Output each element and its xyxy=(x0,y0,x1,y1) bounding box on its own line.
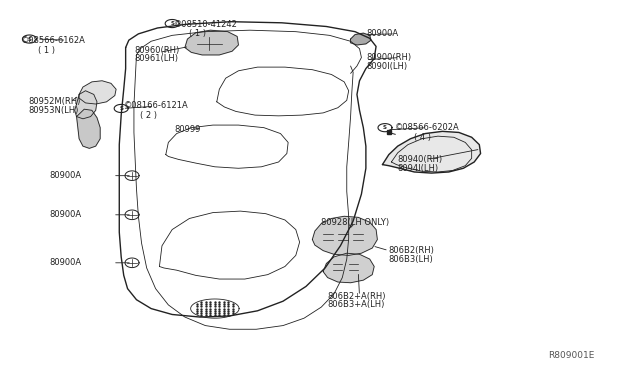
Text: S: S xyxy=(28,36,31,42)
Text: ( 4 ): ( 4 ) xyxy=(414,133,431,142)
Text: S: S xyxy=(170,21,174,26)
Text: ©08166-6121A: ©08166-6121A xyxy=(124,101,189,110)
Text: 8094I(LH): 8094I(LH) xyxy=(397,164,439,173)
Text: 80900A: 80900A xyxy=(49,210,81,219)
Text: ©08566-6162A: ©08566-6162A xyxy=(20,36,85,45)
Text: S: S xyxy=(119,106,123,111)
Text: 80999: 80999 xyxy=(175,125,201,134)
Text: 806B3(LH): 806B3(LH) xyxy=(389,254,433,264)
Text: ( 1 ): ( 1 ) xyxy=(38,46,55,55)
Text: 806B2(RH): 806B2(RH) xyxy=(389,246,435,255)
Text: 8090I(LH): 8090I(LH) xyxy=(366,61,407,71)
Text: 80900A: 80900A xyxy=(49,258,81,267)
Text: 80940(RH): 80940(RH) xyxy=(397,155,443,164)
Text: 80928(LH ONLY): 80928(LH ONLY) xyxy=(321,218,389,227)
Polygon shape xyxy=(77,109,100,148)
Text: 80900A: 80900A xyxy=(366,29,398,38)
Polygon shape xyxy=(79,81,116,104)
Polygon shape xyxy=(351,33,371,45)
Text: 80900(RH): 80900(RH) xyxy=(366,53,411,62)
Text: 806B2+A(RH): 806B2+A(RH) xyxy=(328,292,386,301)
Polygon shape xyxy=(75,91,97,119)
Text: R809001E: R809001E xyxy=(548,350,595,360)
Text: 80953N(LH): 80953N(LH) xyxy=(28,106,79,115)
Polygon shape xyxy=(312,216,378,256)
Text: 806B3+A(LH): 806B3+A(LH) xyxy=(328,300,385,310)
Text: ( 2 ): ( 2 ) xyxy=(140,110,157,120)
Text: ©08566-6202A: ©08566-6202A xyxy=(395,123,460,132)
Polygon shape xyxy=(383,131,481,173)
Text: 80961(LH): 80961(LH) xyxy=(134,54,178,63)
Text: ( 1 ): ( 1 ) xyxy=(189,29,206,38)
Text: 80952M(RH): 80952M(RH) xyxy=(28,97,81,106)
Text: ©08510-41242: ©08510-41242 xyxy=(173,20,237,29)
Text: S: S xyxy=(383,125,387,130)
Polygon shape xyxy=(185,30,239,55)
Text: 80900A: 80900A xyxy=(49,171,81,180)
Text: 80960(RH): 80960(RH) xyxy=(134,46,179,55)
Polygon shape xyxy=(323,253,374,283)
